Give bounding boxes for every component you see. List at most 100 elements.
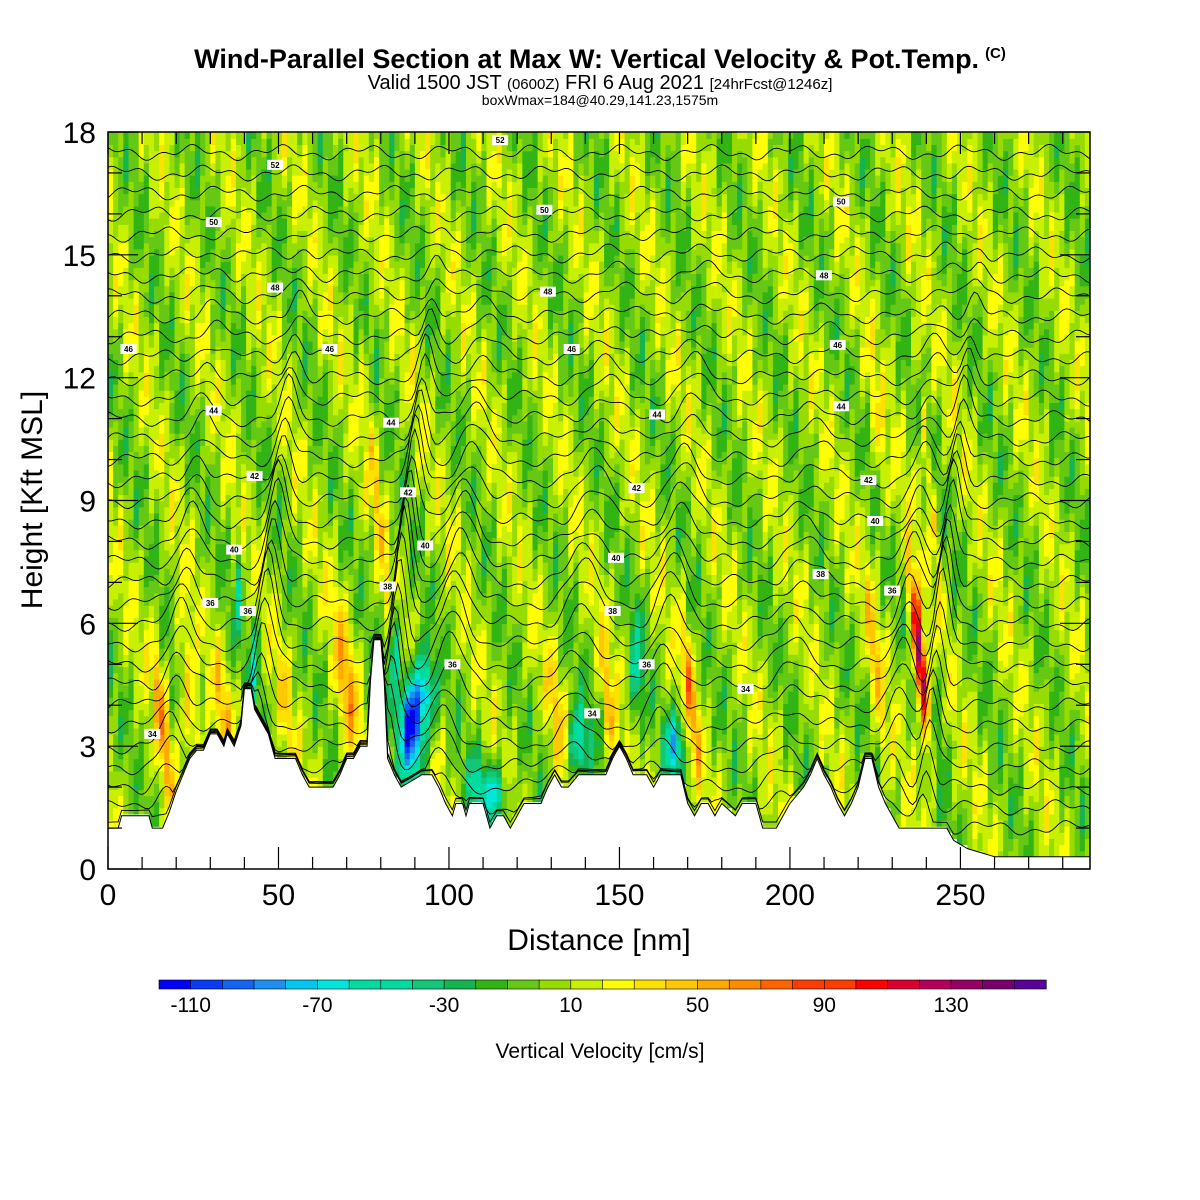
contour-label: 34 bbox=[144, 728, 161, 739]
contour-label-text: 36 bbox=[888, 587, 897, 596]
contour-label-text: 40 bbox=[871, 517, 880, 526]
colorbar-swatch bbox=[918, 979, 952, 990]
colorbar-swatch bbox=[950, 979, 984, 990]
colorbar-swatch bbox=[158, 979, 192, 990]
y-tick-label: 18 bbox=[63, 117, 96, 150]
x-tick-label: 150 bbox=[594, 879, 644, 912]
contour-label: 40 bbox=[608, 552, 624, 563]
colorbar-swatch bbox=[317, 979, 350, 990]
contour-label-text: 40 bbox=[230, 546, 239, 555]
contour-label-text: 44 bbox=[653, 411, 662, 420]
y-tick-label: 15 bbox=[63, 240, 96, 273]
colorbar-swatch bbox=[538, 979, 572, 990]
colorbar-swatch bbox=[1013, 979, 1047, 990]
colorbar-swatch bbox=[570, 979, 604, 990]
x-tick-label: 100 bbox=[424, 879, 474, 912]
x-tick-label: 200 bbox=[765, 879, 815, 912]
contour-label: 36 bbox=[444, 659, 461, 670]
colorbar-tick-label: -70 bbox=[302, 994, 332, 1017]
contour-label: 36 bbox=[638, 659, 655, 670]
colorbar-swatch bbox=[792, 979, 825, 990]
contour-label-text: 46 bbox=[124, 345, 133, 354]
colorbar-swatch bbox=[760, 979, 794, 990]
colorbar-swatch bbox=[190, 979, 223, 990]
contour-label-text: 52 bbox=[271, 161, 280, 170]
contour-label-text: 48 bbox=[543, 288, 552, 297]
x-axis: 0 50 100 150 200 250 bbox=[100, 132, 1064, 912]
contour-label-text: 46 bbox=[325, 345, 334, 354]
contour-label: 38 bbox=[379, 581, 396, 592]
y-tick-label: 3 bbox=[79, 731, 96, 764]
colorbar: -110 -70 -30 10 50 90 130 bbox=[158, 979, 1047, 1017]
colorbar-swatch bbox=[823, 979, 857, 990]
y-tick-label: 12 bbox=[63, 363, 96, 396]
contour-label-text: 34 bbox=[741, 685, 750, 694]
contour-label-text: 36 bbox=[243, 607, 252, 616]
terrain bbox=[108, 639, 1090, 869]
contour-label-text: 42 bbox=[250, 472, 259, 481]
contour-label: 46 bbox=[563, 344, 580, 354]
colorbar-swatch bbox=[887, 979, 920, 990]
contour-label-text: 50 bbox=[209, 218, 218, 227]
colorbar-swatch bbox=[602, 979, 635, 990]
contour-label-text: 52 bbox=[496, 136, 505, 145]
colorbar-swatch bbox=[665, 979, 699, 990]
contour-label-text: 50 bbox=[837, 198, 846, 207]
contour-label-text: 40 bbox=[421, 542, 430, 551]
contour-label: 50 bbox=[205, 217, 222, 228]
contour-label: 40 bbox=[417, 540, 434, 551]
contour-label: 36 bbox=[884, 585, 901, 596]
contour-label-text: 34 bbox=[588, 709, 597, 718]
chart-title: Wind-Parallel Section at Max W: Vertical… bbox=[0, 44, 1200, 75]
colorbar-swatch bbox=[507, 979, 540, 990]
colorbar-swatch bbox=[728, 979, 762, 990]
contour-label: 42 bbox=[628, 483, 645, 494]
colorbar-tick-label: -110 bbox=[170, 994, 210, 1017]
contour-label-text: 38 bbox=[816, 570, 825, 579]
colorbar-swatch bbox=[285, 979, 319, 990]
x-tick-label: 0 bbox=[100, 879, 117, 912]
colorbar-swatch bbox=[982, 979, 1015, 990]
colorbar-swatch bbox=[697, 979, 730, 990]
contour-label: 38 bbox=[812, 569, 829, 580]
contour-label-text: 42 bbox=[864, 476, 873, 485]
contour-label: 34 bbox=[737, 683, 754, 694]
y-tick-label: 6 bbox=[79, 608, 96, 641]
title-tag: (C) bbox=[985, 45, 1006, 62]
colorbar-tick-label: -30 bbox=[429, 994, 459, 1017]
contour-label: 44 bbox=[205, 405, 222, 416]
contour-label: 36 bbox=[239, 606, 256, 616]
colorbar-swatch bbox=[633, 979, 667, 990]
contour-label: 50 bbox=[833, 196, 850, 207]
contour-label-text: 48 bbox=[820, 271, 829, 280]
contour-label: 36 bbox=[202, 597, 219, 608]
velocity-field bbox=[108, 132, 1090, 858]
contour-label: 38 bbox=[604, 606, 621, 616]
colorbar-tick-label: 90 bbox=[813, 994, 836, 1017]
contour-label: 40 bbox=[867, 516, 884, 526]
contour-label: 42 bbox=[246, 470, 263, 481]
chart-box-info: boxWmax=184@40.29,141.23,1575m bbox=[0, 92, 1200, 108]
y-axis-label: Height [Kft MSL] bbox=[16, 391, 49, 609]
contour-label: 46 bbox=[321, 344, 338, 354]
contour-label-text: 36 bbox=[448, 660, 457, 669]
contour-label-text: 38 bbox=[608, 607, 617, 616]
contour-label: 48 bbox=[539, 286, 556, 297]
contour-label: 52 bbox=[492, 135, 509, 146]
contour-label: 50 bbox=[536, 204, 553, 215]
colorbar-swatch bbox=[855, 979, 889, 990]
contour-label-text: 50 bbox=[540, 206, 549, 215]
colorbar-swatch bbox=[380, 979, 414, 990]
contour-label: 48 bbox=[267, 282, 284, 293]
contour-label: 44 bbox=[649, 409, 665, 420]
contour-label-text: 46 bbox=[833, 341, 842, 350]
colorbar-tick-label: 50 bbox=[686, 994, 709, 1017]
contour-label: 52 bbox=[267, 159, 284, 170]
contour-label-text: 44 bbox=[837, 402, 846, 411]
theta-contours bbox=[108, 143, 1090, 836]
contour-label: 48 bbox=[816, 270, 832, 281]
contour-label: 34 bbox=[584, 708, 601, 719]
contour-label: 42 bbox=[400, 487, 417, 498]
contour-label: 42 bbox=[860, 475, 877, 485]
